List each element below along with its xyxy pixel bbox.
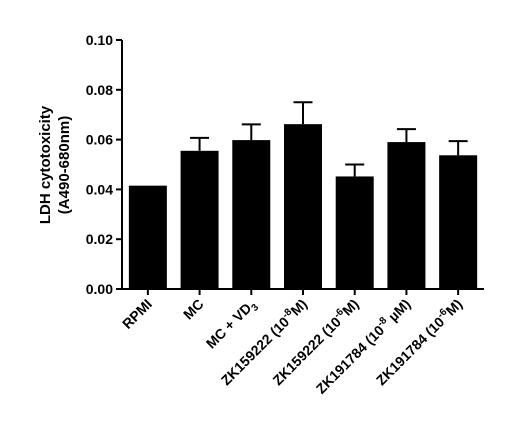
bar: [128, 185, 167, 289]
bar: [180, 150, 219, 289]
x-axis: [122, 288, 484, 295]
x-tick-label: MC: [180, 296, 207, 323]
x-tick-label-text: MC: [180, 296, 207, 323]
x-tick-label: ZK191784 (10-8 µM): [312, 295, 414, 397]
x-tick-label-text: MC + VD: [203, 300, 255, 352]
bars: [128, 124, 478, 289]
bar: [387, 142, 426, 289]
y-tick-label: 0.08: [86, 82, 113, 98]
y-tick-label: 0.00: [86, 281, 113, 297]
x-tick-label: ZK159222 (10-8M): [217, 295, 310, 388]
x-tick-label: ZK191784 (10-6M): [372, 295, 465, 388]
x-tick-label: ZK159222 (10-6M): [269, 295, 362, 388]
x-tick-label-text: RPMI: [119, 296, 155, 332]
bar: [335, 176, 374, 289]
bar: [232, 140, 271, 289]
y-tick-label: 0.10: [86, 32, 113, 48]
y-tick-label: 0.02: [86, 231, 113, 247]
x-tick-label: RPMI: [119, 296, 155, 332]
y-axis-title-line: LDH cytotoxicity: [37, 105, 54, 224]
y-tick-label: 0.04: [86, 181, 113, 197]
y-axis: 0.00 0.02 0.04 0.06 0.08 0.10: [86, 32, 123, 297]
y-axis-title: LDH cytotoxicity (A490-680nm): [37, 105, 73, 224]
bar: [439, 155, 478, 289]
bar: [284, 124, 322, 289]
y-tick-label: 0.06: [86, 132, 113, 148]
y-axis-title-line: (A490-680nm): [56, 116, 73, 214]
error-bars: [190, 101, 468, 177]
y-axis-label: LDH cytotoxicity (A490-680nm): [37, 105, 73, 224]
